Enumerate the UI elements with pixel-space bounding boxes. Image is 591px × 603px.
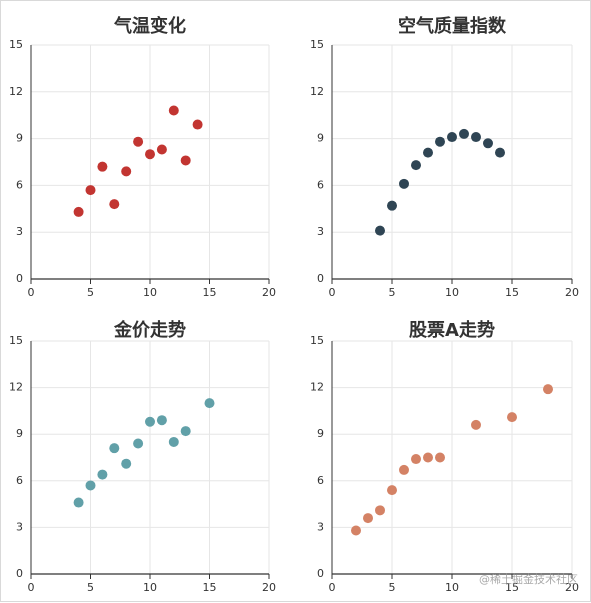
y-tick-label: 9 xyxy=(317,132,324,145)
x-tick-label: 0 xyxy=(329,581,336,594)
data-point xyxy=(109,443,120,454)
x-tick-label: 15 xyxy=(203,286,217,299)
x-tick-label: 10 xyxy=(143,286,157,299)
data-point xyxy=(97,469,108,480)
data-point xyxy=(73,497,84,508)
data-point xyxy=(180,155,191,166)
data-point xyxy=(204,398,215,409)
chart-title-stock-a: 股票A走势 xyxy=(408,319,495,341)
x-tick-label: 0 xyxy=(28,581,35,594)
y-tick-label: 3 xyxy=(16,520,23,533)
data-point xyxy=(375,505,385,516)
data-point xyxy=(156,144,167,155)
data-point xyxy=(192,119,203,130)
data-point xyxy=(145,416,155,427)
data-point xyxy=(543,384,553,395)
data-point xyxy=(363,513,373,524)
y-tick-label: 0 xyxy=(16,567,23,580)
data-point xyxy=(459,128,469,139)
y-tick-label: 12 xyxy=(9,381,23,394)
y-tick-label: 0 xyxy=(317,272,324,285)
chart-stock-a: 股票A走势 0 3 6 9 12 15 0 5 10 15 20 xyxy=(310,319,579,594)
x-tick-label: 0 xyxy=(28,286,35,299)
chart-temperature: 气温变化 0 3 6 9 12 15 0 5 10 15 20 xyxy=(9,15,276,299)
data-point xyxy=(168,105,179,116)
data-point xyxy=(447,132,457,143)
y-tick-label: 12 xyxy=(9,85,23,98)
data-point xyxy=(483,138,493,149)
y-tick-label: 9 xyxy=(317,427,324,440)
y-tick-label: 9 xyxy=(16,132,23,145)
data-point xyxy=(121,166,132,177)
data-point xyxy=(133,136,144,147)
chart-gold-price: 金价走势 0 3 6 9 12 15 0 5 10 15 20 xyxy=(9,319,276,594)
y-tick-label: 12 xyxy=(310,85,324,98)
x-tick-label: 10 xyxy=(143,581,157,594)
data-point xyxy=(168,436,179,447)
y-tick-label: 6 xyxy=(317,178,324,191)
x-tick-label: 15 xyxy=(505,581,519,594)
x-tick-label: 20 xyxy=(565,286,579,299)
chart-title-temperature: 气温变化 xyxy=(113,15,186,37)
data-point xyxy=(97,161,108,172)
y-tick-label: 12 xyxy=(310,381,324,394)
data-point xyxy=(411,454,421,465)
y-tick-label: 3 xyxy=(317,225,324,238)
watermark-text: @稀土掘金技术社区 xyxy=(479,573,578,586)
data-point xyxy=(399,178,409,189)
data-point xyxy=(85,480,96,491)
y-tick-label: 0 xyxy=(16,272,23,285)
x-tick-label: 20 xyxy=(565,581,579,594)
y-tick-label: 15 xyxy=(9,38,23,51)
data-point xyxy=(399,464,409,475)
data-point xyxy=(145,149,155,160)
x-tick-label: 10 xyxy=(445,581,459,594)
data-point xyxy=(435,136,445,147)
data-point xyxy=(495,147,505,158)
data-point xyxy=(180,426,191,437)
x-tick-label: 15 xyxy=(505,286,519,299)
data-point xyxy=(133,438,144,449)
y-tick-label: 9 xyxy=(16,427,23,440)
data-point xyxy=(411,160,421,171)
data-point xyxy=(471,419,481,430)
x-tick-label: 0 xyxy=(329,286,336,299)
data-point xyxy=(435,452,445,463)
data-point xyxy=(387,485,397,496)
y-tick-label: 6 xyxy=(16,474,23,487)
chart-title-air-quality: 空气质量指数 xyxy=(398,15,507,37)
x-tick-label: 5 xyxy=(389,286,396,299)
y-tick-label: 6 xyxy=(317,474,324,487)
data-point xyxy=(73,206,84,217)
data-point xyxy=(121,458,132,469)
x-tick-label: 20 xyxy=(262,581,276,594)
data-point xyxy=(471,132,481,143)
y-tick-label: 15 xyxy=(9,334,23,347)
data-point xyxy=(375,225,385,236)
data-point xyxy=(423,147,433,158)
y-tick-label: 3 xyxy=(16,225,23,238)
chart-air-quality: 空气质量指数 0 3 6 9 12 15 0 5 10 15 20 xyxy=(310,15,579,299)
data-point xyxy=(507,412,517,423)
y-tick-label: 15 xyxy=(310,334,324,347)
chart-title-gold-price: 金价走势 xyxy=(113,319,186,341)
x-tick-label: 5 xyxy=(389,581,396,594)
data-point xyxy=(85,185,96,196)
y-tick-label: 0 xyxy=(317,567,324,580)
data-point xyxy=(156,415,167,426)
x-tick-label: 5 xyxy=(87,581,94,594)
data-point xyxy=(351,525,361,536)
data-point xyxy=(423,452,433,463)
x-tick-label: 20 xyxy=(262,286,276,299)
data-point xyxy=(109,199,120,210)
y-tick-label: 15 xyxy=(310,38,324,51)
x-tick-label: 10 xyxy=(445,286,459,299)
y-tick-label: 6 xyxy=(16,178,23,191)
x-tick-label: 5 xyxy=(87,286,94,299)
x-tick-label: 15 xyxy=(203,581,217,594)
data-point xyxy=(387,200,397,211)
y-tick-label: 3 xyxy=(317,520,324,533)
